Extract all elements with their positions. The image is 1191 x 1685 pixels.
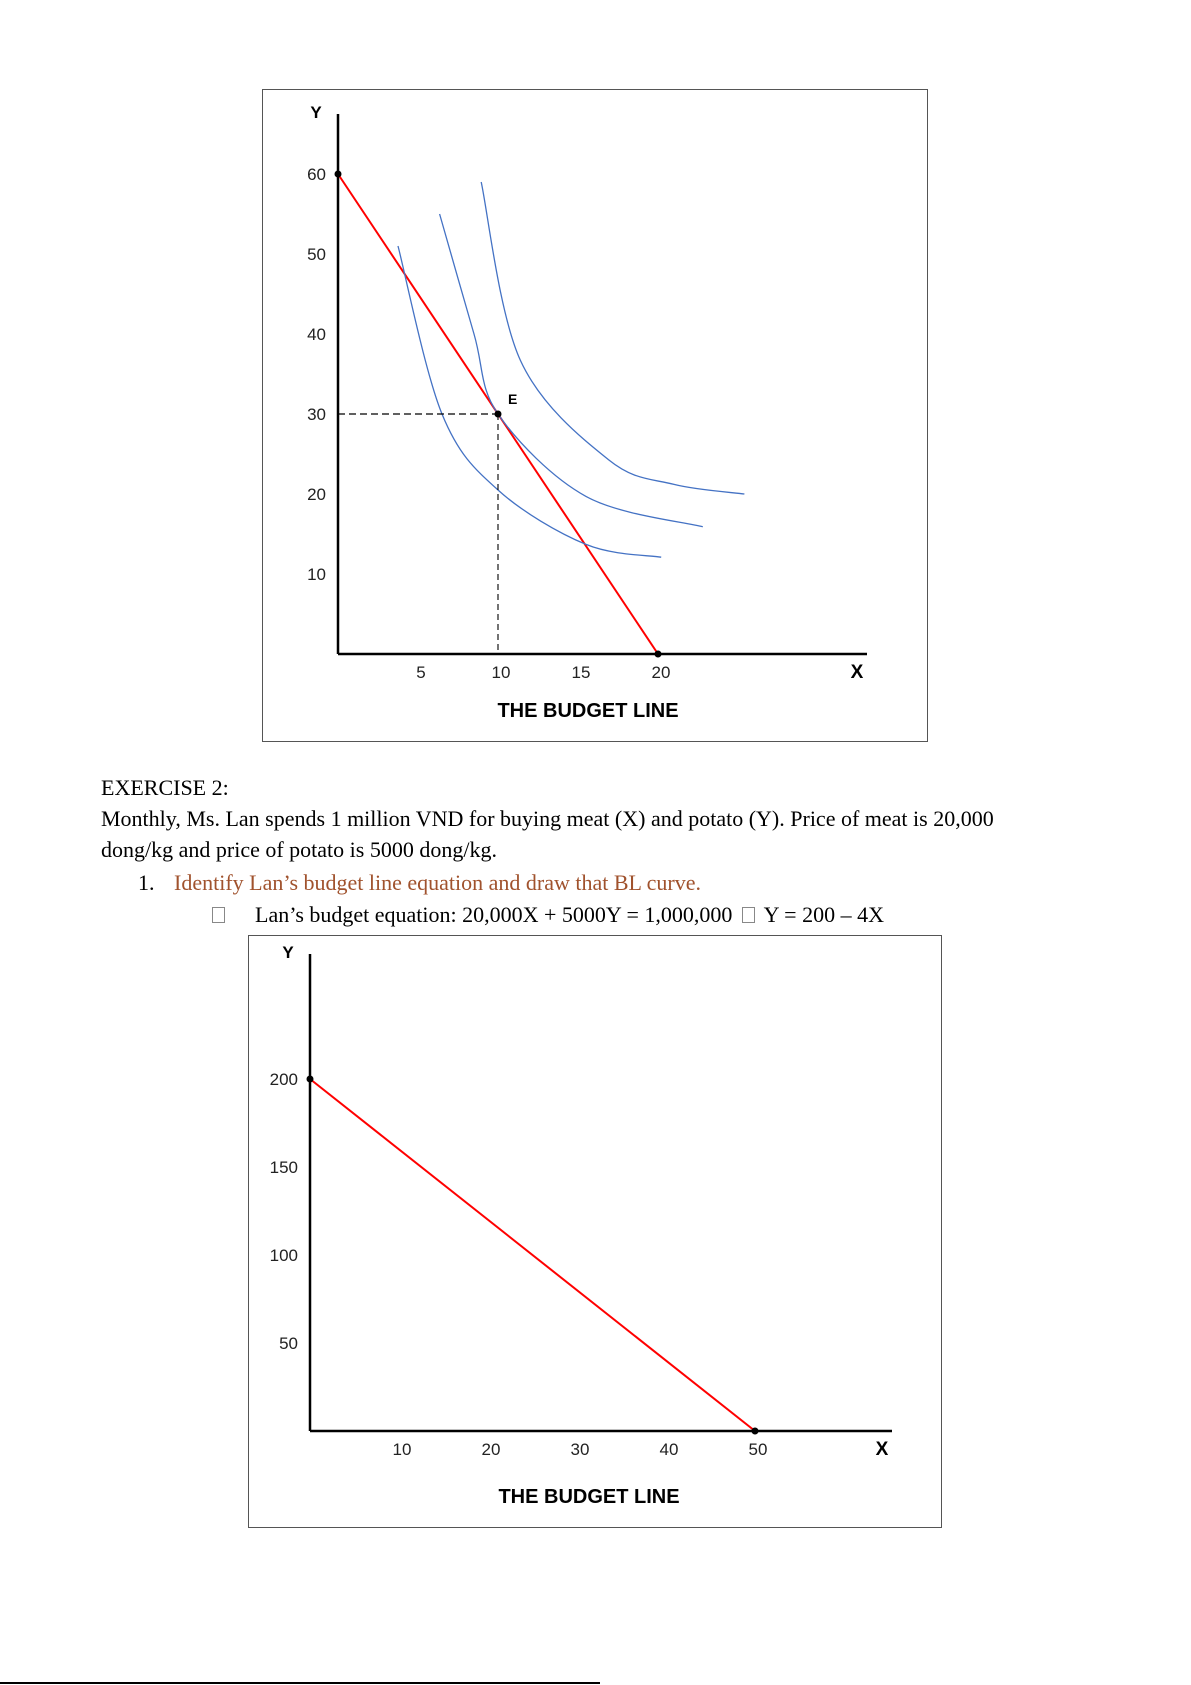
page-bottom-rule	[0, 1682, 600, 1684]
y-tick-label: 40	[307, 325, 326, 344]
y-tick-label: 50	[279, 1334, 298, 1353]
x-tick-label: 30	[571, 1440, 590, 1459]
y-tick-label: 60	[307, 165, 326, 184]
y-tick-label: 30	[307, 405, 326, 424]
equilibrium-label: E	[508, 391, 517, 407]
answer-part2: Y = 200 – 4X	[763, 902, 884, 927]
exercise-paragraph-line1: Monthly, Ms. Lan spends 1 million VND fo…	[101, 806, 994, 831]
exercise-paragraph-line2: dong/kg and price of potato is 5000 dong…	[101, 837, 497, 862]
indifference-curve-ic3	[480, 181, 745, 495]
x-tick-label: 5	[416, 663, 425, 682]
y-tick-label: 50	[307, 245, 326, 264]
x-tick-label: 50	[749, 1440, 768, 1459]
answer-part1: Lan’s budget equation: 20,000X + 5000Y =…	[255, 902, 733, 927]
x-tick-label: 20	[652, 663, 671, 682]
y-axis-label: Y	[282, 943, 294, 962]
intercept-point	[306, 1075, 314, 1083]
intercept-point	[334, 170, 342, 178]
y-tick-label: 10	[307, 565, 326, 584]
intercept-point	[654, 650, 662, 658]
question-number: 1.	[138, 870, 155, 895]
exercise-heading: EXERCISE 2:	[101, 775, 229, 800]
equilibrium-point	[494, 410, 502, 418]
budget-line	[309, 1078, 756, 1432]
arrow-box-icon	[741, 907, 755, 923]
x-tick-label: 10	[492, 663, 511, 682]
indifference-curve-ic1	[397, 245, 662, 558]
bullet-box-icon	[212, 907, 225, 923]
x-tick-label: 40	[660, 1440, 679, 1459]
indifference-chart-svg: Y X 10 20 30 40 50 60 5 10 15 20 THE BUDGET LINE E	[307, 103, 867, 722]
x-tick-label: 20	[482, 1440, 501, 1459]
y-axis-label: Y	[310, 103, 322, 122]
x-axis-label: X	[876, 1439, 889, 1460]
y-tick-label: 150	[270, 1158, 298, 1177]
indifference-curve-ic2	[438, 213, 703, 528]
y-tick-label: 20	[307, 485, 326, 504]
budget-line-chart-svg: Y X 50 100 150 200 10 20 30 40 50 THE BUDGET LINE	[270, 943, 892, 1508]
x-axis-label: X	[851, 662, 864, 683]
y-tick-label: 200	[270, 1070, 298, 1089]
chart-title: THE BUDGET LINE	[497, 700, 678, 722]
question-text: Identify Lan’s budget line equation and …	[174, 870, 702, 895]
indifference-chart: Y X 10 20 30 40 50 60 5 10 15 20 THE BUDGET LINE E	[262, 89, 928, 742]
chart-title: THE BUDGET LINE	[498, 1486, 679, 1508]
y-tick-label: 100	[270, 1246, 298, 1265]
x-tick-label: 10	[393, 1440, 412, 1459]
budget-line-chart: Y X 50 100 150 200 10 20 30 40 50 THE BUDGET LINE	[248, 935, 942, 1528]
x-tick-label: 15	[572, 663, 591, 682]
intercept-point	[751, 1427, 759, 1435]
answer-line: Lan’s budget equation: 20,000X + 5000Y =…	[212, 902, 884, 928]
